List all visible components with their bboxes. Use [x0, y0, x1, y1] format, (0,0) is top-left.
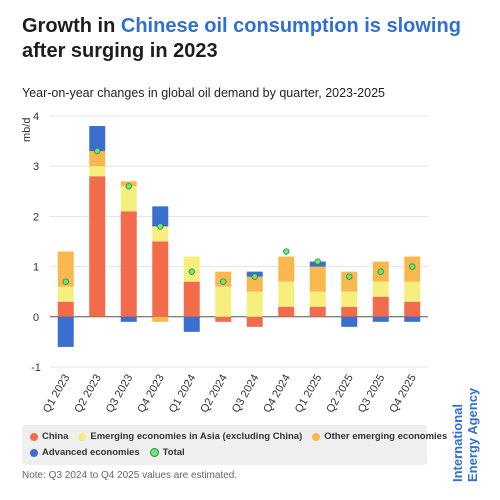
total-marker — [409, 263, 416, 270]
bar-segment — [278, 306, 295, 317]
bar-segment — [57, 316, 74, 347]
x-tick-label: Q1 2023 — [41, 373, 72, 416]
bar-segment — [341, 316, 358, 327]
total-marker — [346, 273, 353, 280]
bar-segment — [341, 291, 358, 307]
x-tick-label: Q1 2025 — [293, 373, 324, 416]
iea-logo-line1: International — [450, 403, 465, 482]
bar-segment — [309, 291, 326, 307]
chart-subtitle: Year-on-year changes in global oil deman… — [22, 86, 385, 100]
legend-swatch — [30, 448, 38, 457]
bar-segment — [278, 256, 295, 282]
bar-segment — [89, 166, 106, 177]
legend-label: Emerging economies in Asia (excluding Ch… — [90, 431, 303, 442]
total-marker — [283, 248, 290, 255]
x-tick-label: Q4 2025 — [387, 373, 418, 416]
bar-segment — [404, 281, 421, 302]
legend-label: Other emerging economies — [324, 431, 448, 442]
legend-item: China — [30, 431, 68, 442]
bar-segment — [120, 316, 137, 322]
bar-segment — [372, 296, 389, 317]
x-tick-label: Q4 2023 — [135, 373, 166, 416]
total-marker — [377, 268, 384, 275]
total-marker — [314, 258, 321, 265]
total-marker — [62, 278, 69, 285]
x-tick-label: Q1 2024 — [167, 373, 198, 416]
legend-item: Total — [149, 447, 185, 458]
legend-swatch — [30, 432, 38, 441]
x-tick-label: Q2 2024 — [198, 373, 229, 416]
legend-label: Total — [162, 447, 185, 458]
total-marker — [251, 273, 258, 280]
x-tick-label: Q2 2023 — [72, 373, 103, 416]
y-tick-label: 3 — [33, 161, 39, 173]
bar-segment — [372, 281, 389, 297]
y-tick-label: 1 — [33, 262, 39, 274]
bar-segment — [57, 286, 74, 302]
x-tick-label: Q2 2025 — [324, 373, 355, 416]
bar-segment — [341, 306, 358, 317]
bar-segment — [278, 281, 295, 307]
x-tick-label: Q4 2024 — [261, 373, 292, 416]
bar-segment — [89, 126, 106, 152]
iea-logo-line2: Energy Agency — [465, 387, 480, 482]
chart-note: Note: Q3 2024 to Q4 2025 values are esti… — [22, 470, 238, 481]
total-marker — [220, 278, 227, 285]
bar-segment — [215, 316, 232, 322]
bar-segment — [372, 316, 389, 322]
total-marker — [157, 223, 164, 230]
bar-segment — [309, 306, 326, 317]
total-marker — [188, 268, 195, 275]
title-part1: Growth in — [22, 15, 121, 37]
legend-label: China — [42, 431, 69, 442]
legend-label: Advanced economies — [42, 447, 140, 458]
bar-segment — [246, 316, 263, 327]
x-tick-label: Q3 2023 — [104, 373, 135, 416]
bar-segment — [89, 176, 106, 317]
y-tick-label: 2 — [33, 211, 39, 223]
bar-segment — [183, 281, 200, 317]
bar-segment — [89, 151, 106, 167]
iea-logo: International Energy Agency — [446, 382, 492, 482]
y-axis-label: mb/d — [21, 118, 33, 142]
total-marker — [94, 147, 101, 155]
total-marker — [125, 183, 132, 190]
bar-segment — [120, 186, 137, 212]
legend-item: Advanced economies — [30, 447, 140, 458]
legend-item: Emerging economies in Asia (excluding Ch… — [78, 431, 302, 442]
bar-segment — [120, 211, 137, 317]
bar-segment — [57, 301, 74, 317]
bar-segment — [404, 301, 421, 317]
chart-title: Growth in Chinese oil consumption is slo… — [22, 14, 492, 64]
bar-segment — [57, 251, 74, 287]
legend-row-2: Advanced economies Total — [30, 447, 185, 458]
chart-legend: China Emerging economies in Asia (excludi… — [22, 425, 447, 465]
legend-swatch — [312, 432, 321, 441]
bar-segment — [309, 266, 326, 292]
legend-swatch — [149, 448, 159, 457]
bar-segment — [246, 276, 263, 292]
bar-segment — [152, 206, 169, 227]
y-tick-label: 4 — [33, 111, 39, 123]
bar-segment — [152, 241, 169, 317]
bar-segment — [404, 316, 421, 322]
x-tick-label: Q3 2024 — [230, 373, 261, 416]
y-tick-label: 0 — [33, 312, 39, 324]
title-part2: after surging in 2023 — [22, 40, 218, 62]
bar-segment — [246, 291, 263, 317]
legend-item: Other emerging economies — [312, 431, 447, 442]
x-tick-label: Q3 2025 — [356, 373, 387, 416]
title-highlight: Chinese oil consumption is slowing — [120, 15, 461, 37]
y-tick-label: -1 — [31, 362, 41, 374]
bar-segment — [215, 286, 232, 317]
legend-row-1: China Emerging economies in Asia (excludi… — [30, 431, 447, 442]
legend-swatch — [78, 432, 87, 441]
bar-segment — [341, 271, 358, 292]
bar-segment — [152, 316, 169, 322]
bar-segment — [183, 316, 200, 332]
bar-segment — [152, 226, 169, 242]
